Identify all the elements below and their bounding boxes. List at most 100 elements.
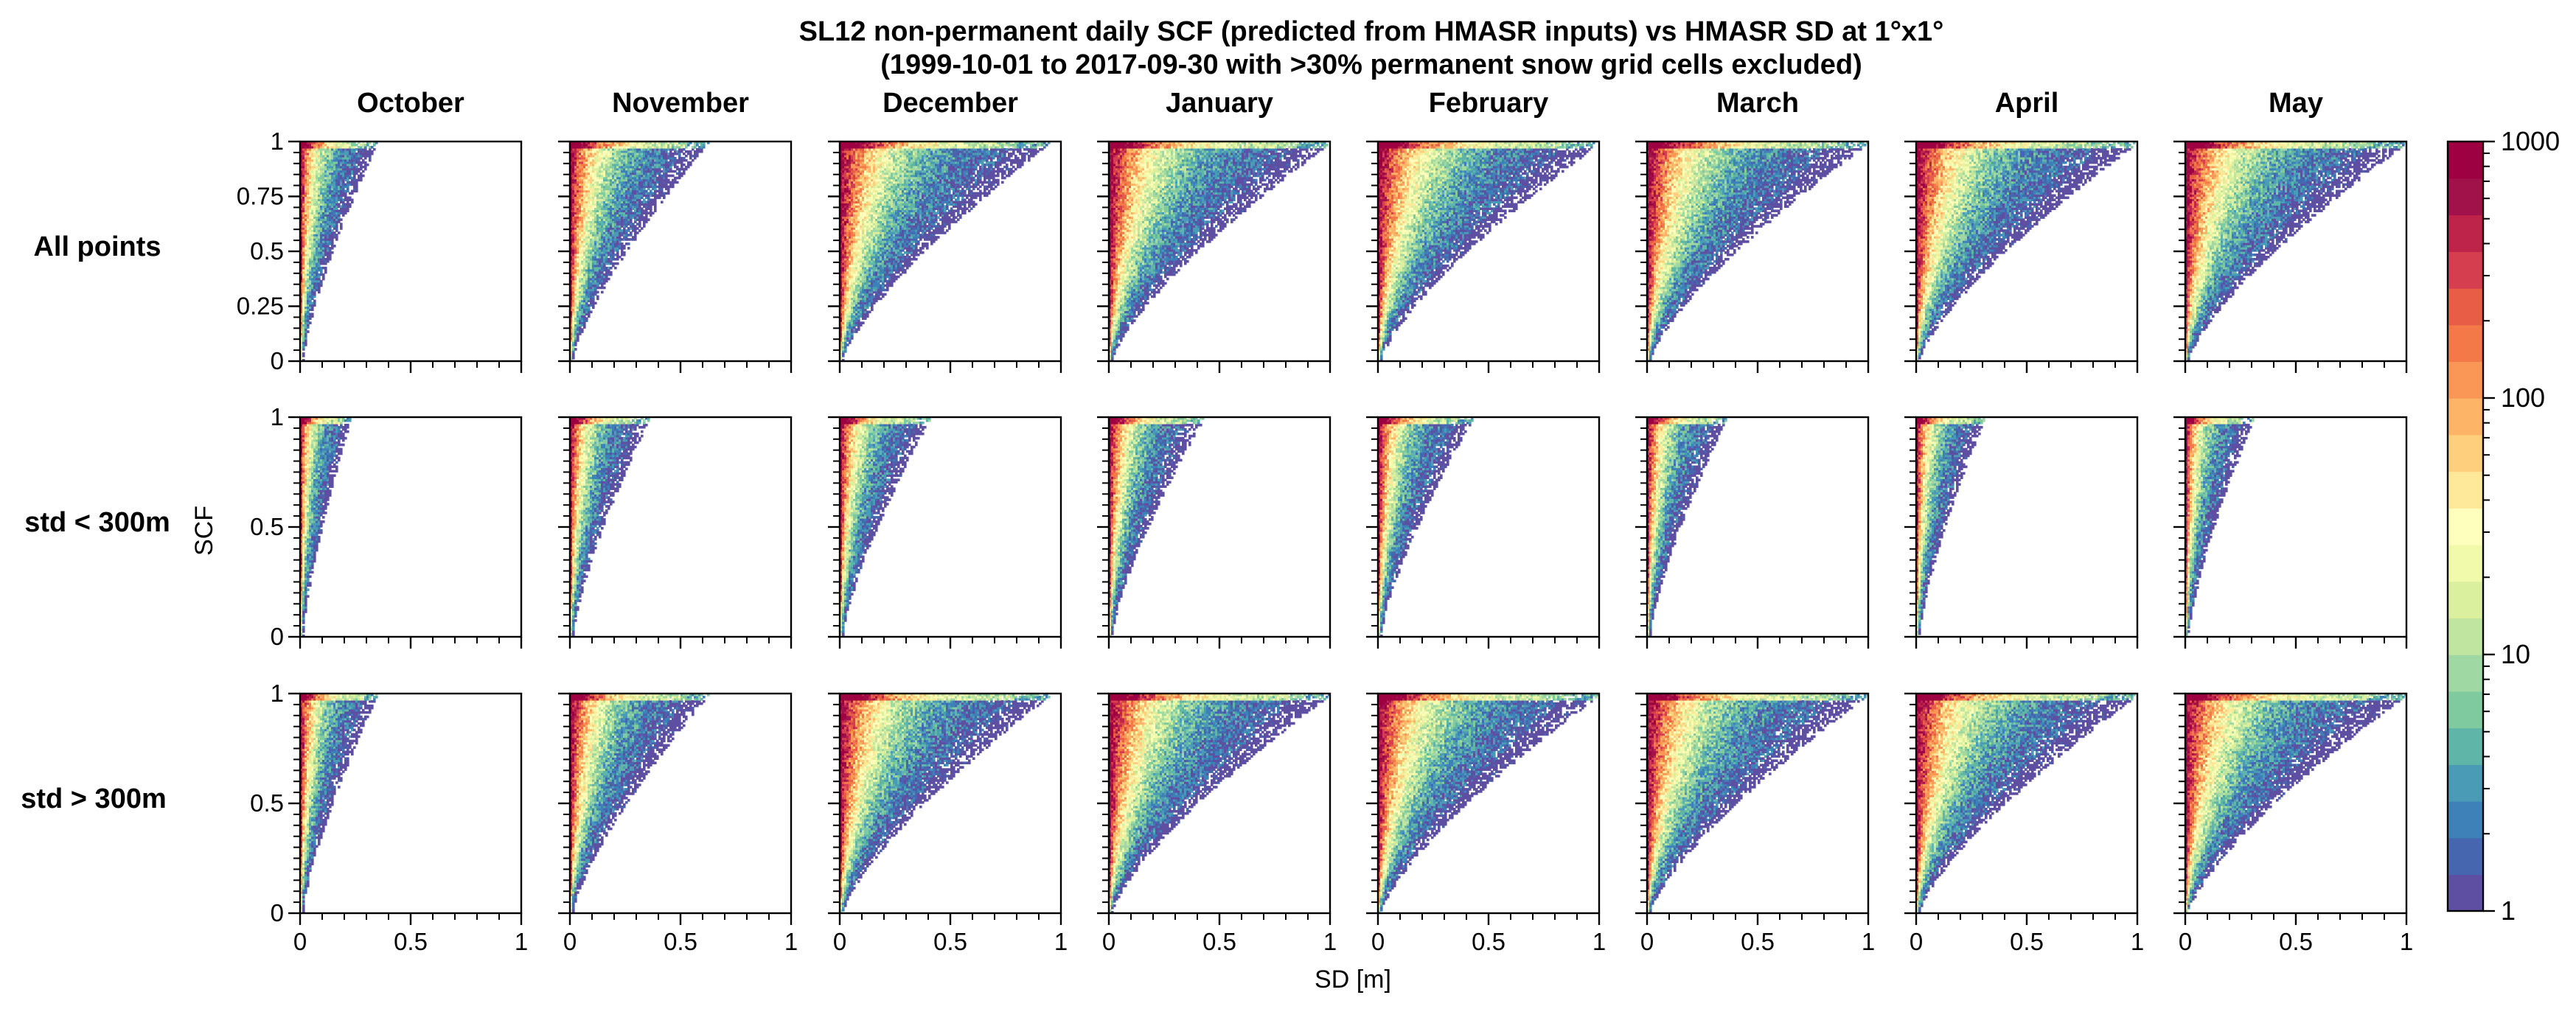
y-tick-label: 0.25 — [237, 293, 284, 320]
panel-all-points-october: 00.250.50.751 — [237, 128, 521, 374]
colorbar-segment — [2448, 508, 2483, 545]
colorbar-tick-label: 1 — [2501, 895, 2516, 926]
heatmap-cells — [570, 694, 710, 914]
heatmap-cells — [1109, 142, 1329, 362]
colorbar-segment — [2448, 214, 2483, 252]
row-title-all-points: All points — [33, 231, 161, 262]
panel-all-points-april — [1904, 142, 2137, 373]
y-tick-label: 0.75 — [237, 183, 284, 210]
panel-std-300m-january — [1097, 417, 1330, 649]
x-tick-label: 1 — [1862, 928, 1875, 955]
heatmap-cells — [840, 417, 931, 638]
x-tick-label: 0 — [2179, 928, 2192, 955]
column-title-may: May — [2269, 88, 2323, 119]
column-title-october: October — [357, 88, 464, 119]
x-tick-label: 0.5 — [2010, 928, 2044, 955]
heatmap-cells — [2185, 142, 2407, 362]
column-title-november: November — [612, 88, 749, 119]
colorbar-segment — [2448, 801, 2483, 839]
panel-std-300m-may: 0 0.5 1 — [2173, 694, 2413, 955]
colorbar-segment — [2448, 142, 2483, 179]
heatmap-cells — [570, 142, 710, 362]
x-tick-label: 1 — [2400, 928, 2413, 955]
colorbar-segment — [2448, 178, 2483, 216]
x-tick-label: 1 — [1054, 928, 1068, 955]
panel-all-points-march — [1635, 142, 1869, 373]
panel-std-300m-april: 0 0.5 1 — [1904, 694, 2144, 955]
x-tick-label: 0 — [833, 928, 846, 955]
colorbar-segment — [2448, 361, 2483, 399]
panel-std-300m-november — [558, 417, 791, 649]
heatmap-cells — [1378, 142, 1595, 362]
x-tick-label: 0 — [1371, 928, 1385, 955]
column-titles: October November December January February Ma… — [357, 88, 2323, 119]
x-tick-label: 1 — [784, 928, 798, 955]
x-tick-label: 0.5 — [394, 928, 428, 955]
colorbar-segment — [2448, 251, 2483, 289]
heatmap-cells — [570, 417, 650, 638]
colorbar-segment — [2448, 545, 2483, 582]
panel-all-points-february — [1366, 142, 1599, 373]
panel-std-300m-december — [828, 417, 1061, 649]
colorbar-segment — [2448, 288, 2483, 326]
colorbar-segment — [2448, 874, 2483, 912]
y-tick-label: 0 — [271, 623, 284, 650]
row-title-std-300m: std > 300m — [21, 783, 167, 814]
colorbar-segment — [2448, 654, 2483, 692]
x-tick-label: 0.5 — [664, 928, 697, 955]
panel-std-300m-february: 0 0.5 1 — [1366, 694, 1606, 955]
chart-title-line2: (1999-10-01 to 2017-09-30 with >30% perm… — [880, 49, 1862, 80]
x-tick-label: 0.5 — [2279, 928, 2313, 955]
heatmap-cells — [1109, 694, 1331, 914]
x-tick-label: 0 — [1640, 928, 1654, 955]
heatmap-cells — [1647, 417, 1727, 638]
heatmap-cells — [1378, 417, 1474, 638]
panel-all-points-december — [828, 142, 1061, 373]
chart-title-line1: SL12 non-permanent daily SCF (predicted … — [799, 16, 1944, 47]
y-tick-label: 0.5 — [250, 237, 284, 265]
heatmap-cells — [1647, 694, 1869, 914]
panel-std-300m-may — [2173, 417, 2406, 649]
heatmap-cells — [300, 694, 378, 914]
heatmap-cells — [1916, 142, 2136, 362]
x-tick-label: 1 — [2131, 928, 2144, 955]
colorbar-segment — [2448, 764, 2483, 802]
heatmap-cells — [1378, 694, 1600, 914]
y-tick-label: 0 — [271, 899, 284, 926]
y-tick-label: 1 — [271, 403, 284, 430]
colorbar-segment — [2448, 398, 2483, 436]
x-tick-label: 0 — [563, 928, 577, 955]
colorbar-tick-label: 1000 — [2501, 126, 2560, 156]
panel-std-300m-march — [1635, 417, 1868, 649]
x-tick-label: 0.5 — [933, 928, 967, 955]
y-tick-label: 0 — [271, 347, 284, 374]
heatmap-cells — [1916, 694, 2136, 914]
colorbar-segment — [2448, 471, 2483, 509]
panel-all-points-november — [558, 142, 791, 373]
colorbar-tick-label: 10 — [2501, 639, 2530, 669]
row-title-std-300m: std < 300m — [24, 507, 170, 538]
panel-std-300m-january: 0 0.5 1 — [1097, 694, 1337, 955]
column-title-march: March — [1716, 88, 1799, 119]
colorbar-segment — [2448, 435, 2483, 472]
y-tick-label: 1 — [271, 680, 284, 707]
x-tick-label: 1 — [1323, 928, 1337, 955]
x-tick-label: 0.5 — [1202, 928, 1236, 955]
colorbar-segment — [2448, 691, 2483, 729]
panel-std-300m-april — [1904, 417, 2137, 649]
panel-std-300m-november: 0 0.5 1 — [558, 694, 798, 955]
heatmap-cells — [1647, 142, 1869, 362]
column-title-february: February — [1429, 88, 1549, 119]
column-title-january: January — [1166, 88, 1273, 119]
y-axis-label: SCF — [190, 506, 218, 556]
column-title-april: April — [1995, 88, 2059, 119]
row-titles: All points std < 300m std > 300m — [21, 231, 170, 814]
panel-std-300m-february — [1366, 417, 1599, 649]
heatmap-cells — [840, 142, 1051, 362]
column-title-december: December — [883, 88, 1018, 119]
x-axis-label: SD [m] — [1315, 966, 1391, 994]
colorbar-segment — [2448, 325, 2483, 363]
